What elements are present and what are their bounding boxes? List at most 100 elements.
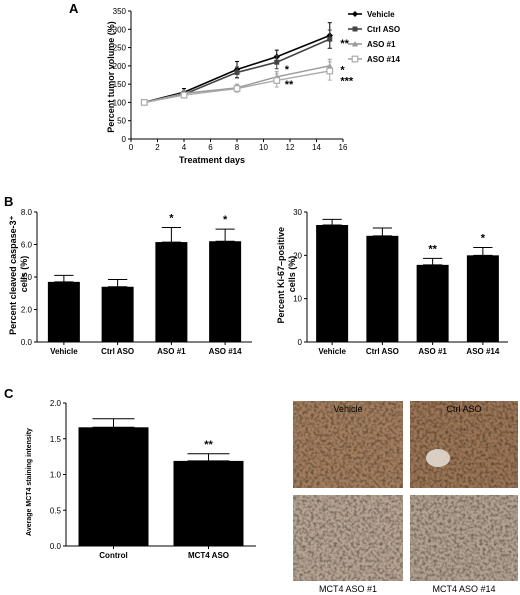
- chart-a-x-tick-label: 12: [286, 143, 295, 152]
- data-point-aso-14: [180, 91, 188, 99]
- bar: [173, 460, 244, 546]
- ihc-label-mct4-aso1: MCT4 ASO #1: [319, 584, 377, 594]
- ihc-vehicle-texture: [293, 401, 403, 488]
- panel-label-c: C: [4, 386, 14, 401]
- chart-b2-y-tick-label: 10: [293, 295, 302, 304]
- chart-b1-y-tick-label: 8.0: [21, 208, 33, 217]
- chart-b2-ylabel-line-2: cells (%): [287, 256, 297, 293]
- significance-marker: **: [285, 79, 294, 91]
- chart-b1-category-label: Ctrl ASO: [101, 347, 134, 356]
- bar: [78, 427, 149, 546]
- chart-b1-y-tick-label: 6.0: [21, 241, 33, 250]
- ihc-ctrl-aso-texture: [410, 401, 518, 488]
- data-point-ctrl-aso: [234, 69, 240, 75]
- legend-label-aso-1: ASO #1: [367, 40, 396, 49]
- chart-b1-y-tick-label: 2.0: [21, 306, 33, 315]
- ihc-mct4-aso1-texture: [293, 495, 403, 581]
- bar: [101, 286, 134, 342]
- chart-b1-ylabel: Percent cleaved caspase-3⁺ cells (%): [8, 213, 29, 335]
- legend-label-ctrl-aso: Ctrl ASO: [367, 25, 400, 34]
- panel-label-a: A: [69, 1, 79, 16]
- significance-marker: **: [204, 439, 213, 451]
- significance-marker: *: [223, 214, 228, 226]
- chart-b1-y-tick-label: 0.0: [21, 338, 33, 347]
- legend-marker-aso-14: [351, 55, 359, 63]
- bar: [316, 225, 349, 342]
- chart-b2-category-label: Ctrl ASO: [366, 347, 399, 356]
- mct4-intensity-bar-chart: Average MCT4 staining intensity 0.0 0.5 1.…: [26, 399, 256, 560]
- chart-a-x-tick-label: 0: [129, 143, 134, 152]
- chart-a-x-tick-label: 2: [155, 143, 160, 152]
- bar: [155, 242, 188, 342]
- legend-marker-aso-1: [352, 41, 358, 47]
- chart-c-y-tick-label: 2.0: [50, 399, 62, 408]
- tumor-volume-line-chart: Percent tumor volume (%) Treatment days …: [106, 7, 400, 165]
- chart-a-y-tick-label: 100: [113, 98, 127, 107]
- significance-marker: **: [428, 243, 437, 255]
- bar: [209, 241, 242, 342]
- chart-b1-category-label: Vehicle: [50, 347, 78, 356]
- significance-marker: *: [169, 212, 174, 224]
- bar: [366, 235, 399, 342]
- chart-b1-y-tick-label: 4.0: [21, 273, 33, 282]
- chart-b2-category-label: ASO #14: [466, 347, 499, 356]
- chart-c-category-label: MCT4 ASO: [188, 551, 229, 560]
- chart-b2-y-tick-label: 0: [298, 338, 303, 347]
- chart-a-y-tick-label: 150: [113, 80, 127, 89]
- ihc-label-mct4-aso14: MCT4 ASO #14: [432, 584, 495, 594]
- chart-a-y-tick-label: 250: [113, 44, 127, 53]
- data-point-ctrl-aso: [274, 59, 280, 65]
- chart-a-ylabel: Percent tumor volume (%): [106, 21, 116, 133]
- chart-a-x-tick-label: 8: [235, 143, 240, 152]
- significance-marker: ***: [340, 75, 354, 87]
- legend-marker-ctrl-aso: [352, 26, 358, 32]
- chart-c-category-label: Control: [99, 551, 127, 560]
- chart-a-y-tick-label: 200: [113, 62, 127, 71]
- chart-b2-y-tick-label: 30: [293, 208, 302, 217]
- chart-b1-category-label: ASO #1: [157, 347, 186, 356]
- legend-marker-vehicle: [352, 11, 358, 17]
- chart-a-y-tick-label: 300: [113, 25, 127, 34]
- legend-label-vehicle: Vehicle: [367, 10, 395, 19]
- bar: [416, 264, 449, 342]
- ihc-label-vehicle: Vehicle: [333, 404, 362, 414]
- ihc-mct4-aso14-texture: [410, 495, 518, 581]
- chart-b2-category-label: ASO #1: [418, 347, 447, 356]
- data-point-aso-14: [140, 99, 148, 106]
- chart-a-y-tick-label: 50: [117, 117, 126, 126]
- data-point-aso-14: [233, 85, 241, 92]
- chart-a-x-tick-label: 16: [339, 143, 348, 152]
- chart-c-y-tick-label: 0.0: [50, 542, 62, 551]
- chart-b1-category-label: ASO #14: [209, 347, 242, 356]
- significance-marker: **: [340, 38, 349, 50]
- chart-c-ylabel: Average MCT4 staining intensity: [26, 428, 33, 536]
- data-point-aso-14: [273, 77, 281, 84]
- ki67-bar-chart: Percent Ki-67–positive cells (%) 0 10 20 30…: [276, 208, 508, 356]
- chart-b2-category-label: Vehicle: [318, 347, 346, 356]
- chart-a-x-tick-label: 6: [208, 143, 213, 152]
- chart-c-y-tick-label: 1.0: [50, 471, 62, 480]
- panel-label-b: B: [4, 194, 13, 209]
- significance-marker: *: [285, 64, 290, 76]
- chart-a-xlabel: Treatment days: [179, 155, 245, 165]
- chart-a-x-tick-label: 14: [312, 143, 321, 152]
- bar: [466, 255, 499, 342]
- data-point-aso-14: [326, 67, 334, 75]
- ihc-ctrl-aso-lumen: [426, 449, 450, 467]
- legend-label-aso-14: ASO #14: [367, 55, 400, 64]
- data-point-ctrl-aso: [327, 36, 333, 42]
- ihc-label-ctrl-aso: Ctrl ASO: [446, 404, 481, 414]
- chart-b2-ylabel: Percent Ki-67–positive cells (%): [276, 224, 297, 323]
- significance-marker: *: [340, 65, 345, 77]
- chart-b2-ylabel-line-1: Percent Ki-67–positive: [276, 227, 286, 324]
- bar: [47, 281, 80, 342]
- chart-a-y-tick-label: 0: [122, 135, 127, 144]
- chart-a-x-tick-label: 4: [182, 143, 187, 152]
- ihc-image-grid: Vehicle Ctrl ASO MCT4 ASO #1 MCT4 ASO #1…: [293, 401, 518, 594]
- chart-c-y-tick-label: 0.5: [50, 506, 62, 515]
- significance-marker: *: [481, 233, 486, 245]
- chart-a-y-tick-label: 350: [113, 7, 127, 16]
- chart-b2-y-tick-label: 20: [293, 251, 302, 260]
- chart-c-y-tick-label: 1.5: [50, 435, 62, 444]
